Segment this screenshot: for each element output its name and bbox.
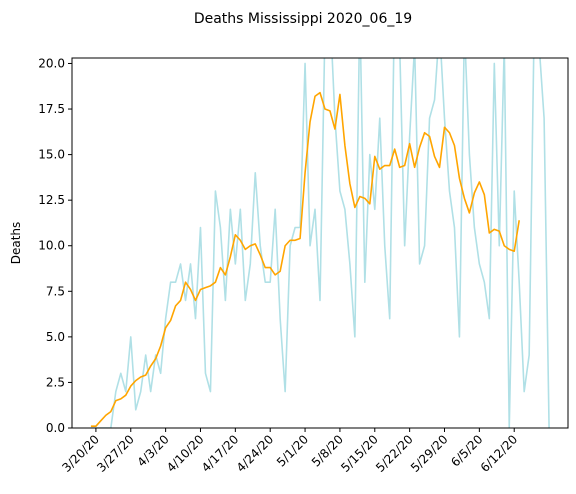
y-tick-label: 2.5 [46, 375, 65, 389]
x-tick-label: 5/15/20 [338, 432, 381, 475]
series-layer [91, 0, 549, 428]
x-tick-label: 5/29/20 [408, 432, 451, 475]
x-tick-label: 6/12/20 [478, 432, 521, 475]
series-line-0 [91, 0, 549, 428]
x-tick-label: 4/24/20 [234, 432, 277, 475]
x-tick-label: 5/1/20 [274, 432, 311, 469]
y-tick-label: 20.0 [38, 56, 65, 70]
x-tick-label: 4/10/20 [164, 432, 207, 475]
y-tick-label: 15.0 [38, 148, 65, 162]
y-tick-label: 12.5 [38, 193, 65, 207]
y-tick-label: 0.0 [46, 421, 65, 435]
x-tick-label: 4/17/20 [199, 432, 242, 475]
y-tick-label: 7.5 [46, 284, 65, 298]
x-tick-label: 3/20/20 [59, 432, 102, 475]
x-tick-label: 3/27/20 [94, 432, 137, 475]
y-axis-label: Deaths [9, 222, 23, 265]
y-tick-label: 5.0 [46, 330, 65, 344]
chart-title: Deaths Mississippi 2020_06_19 [194, 11, 412, 27]
y-tick-label: 10.0 [38, 239, 65, 253]
series-line-1 [91, 93, 519, 427]
x-tick-label: 5/22/20 [373, 432, 416, 475]
y-tick-label: 17.5 [38, 102, 65, 116]
